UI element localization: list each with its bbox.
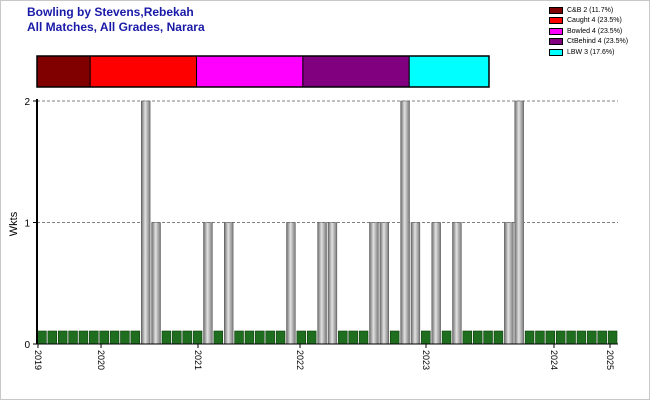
match-bar [597,330,607,345]
match-bar [37,330,47,345]
x-tick-label: 2023 [421,350,431,370]
x-tick-label: 2024 [549,350,559,370]
dismissal-segment-ctbehind [302,55,410,88]
legend-item: CtBehind 4 (23.5%) [549,37,628,48]
match-bar [441,330,452,345]
match-bar [224,222,234,345]
match-bar [400,100,410,345]
match-bar [555,330,566,345]
match-bar [535,330,545,345]
match-bar [234,330,244,345]
match-bar [472,330,483,345]
match-bar [203,222,213,345]
match-bar [504,222,514,345]
match-bar [47,330,58,345]
match-bar [213,330,224,345]
match-bar [493,330,504,345]
dismissal-segment-cb [36,55,91,88]
match-bar [182,330,192,345]
y-tick-label: 0 [24,340,30,351]
match-bar [130,330,141,345]
legend-label: CtBehind 4 (23.5%) [567,38,629,46]
match-bar [431,222,441,345]
legend-item: Caught 4 (23.5%) [549,16,628,27]
match-bar [566,330,576,345]
legend-item: LBW 3 (17.6%) [549,47,628,58]
match-bar [244,330,255,345]
match-bar [462,330,473,345]
legend: C&B 2 (11.7%) Caught 4 (23.5%) Bowled 4 (2… [549,5,628,58]
match-bar [389,330,400,345]
x-tick-label: 2020 [96,350,106,370]
legend-swatch [549,48,563,56]
match-bar [483,330,493,345]
match-bar [421,330,431,345]
match-bar [172,330,182,345]
match-bar [358,330,369,345]
match-bar [306,330,317,345]
dismissal-segment-lbw [408,55,490,88]
match-bar [286,222,296,345]
legend-swatch [549,17,563,25]
match-bar [452,222,462,345]
legend-item: Bowled 4 (23.5%) [549,26,628,37]
match-bar [192,330,203,345]
match-bar [587,330,597,345]
legend-swatch [549,27,563,35]
dismissal-segment-caught [89,55,198,88]
match-bar [78,330,89,345]
chart-title: Bowling by Stevens,Rebekah [27,5,194,19]
legend-label: LBW 3 (17.6%) [567,48,615,56]
match-bar [255,330,265,345]
x-tick-label: 2019 [33,350,43,370]
match-bar [545,330,556,345]
x-tick-label: 2022 [295,350,305,370]
match-bar [275,330,286,345]
match-bar [338,330,348,345]
y-tick-label: 2 [24,97,30,108]
match-bar [607,330,618,345]
match-bar [410,222,421,345]
match-bar [68,330,78,345]
legend-item: C&B 2 (11.7%) [549,5,628,16]
chart-subtitle: All Matches, All Grades, Narara [27,20,205,34]
match-bar [99,330,109,345]
match-bar [514,100,524,345]
match-bar [348,330,358,345]
legend-label: Bowled 4 (23.5%) [567,27,623,35]
legend-swatch [549,38,563,46]
match-bar [57,330,68,345]
match-bar [327,222,338,345]
x-tick-label: 2021 [193,350,203,370]
match-bar [296,330,307,345]
y-axis-label: Wkts [8,211,20,236]
match-bar [89,330,99,345]
legend-label: Caught 4 (23.5%) [567,17,622,25]
x-tick-label: 2025 [605,350,615,370]
dismissal-bar-outline [36,55,490,88]
match-bar [317,222,327,345]
legend-label: C&B 2 (11.7%) [567,6,614,14]
match-bar [141,100,151,345]
match-bar [120,330,130,345]
match-bar [524,330,535,345]
dismissal-segment-bowled [196,55,304,88]
match-bar [576,330,587,345]
match-bar [151,222,161,345]
y-tick-label: 1 [24,219,30,230]
match-bar [379,222,389,345]
match-bar [161,330,172,345]
match-bar [109,330,120,345]
match-bar [265,330,275,345]
legend-swatch [549,6,563,14]
match-bar [369,222,379,345]
